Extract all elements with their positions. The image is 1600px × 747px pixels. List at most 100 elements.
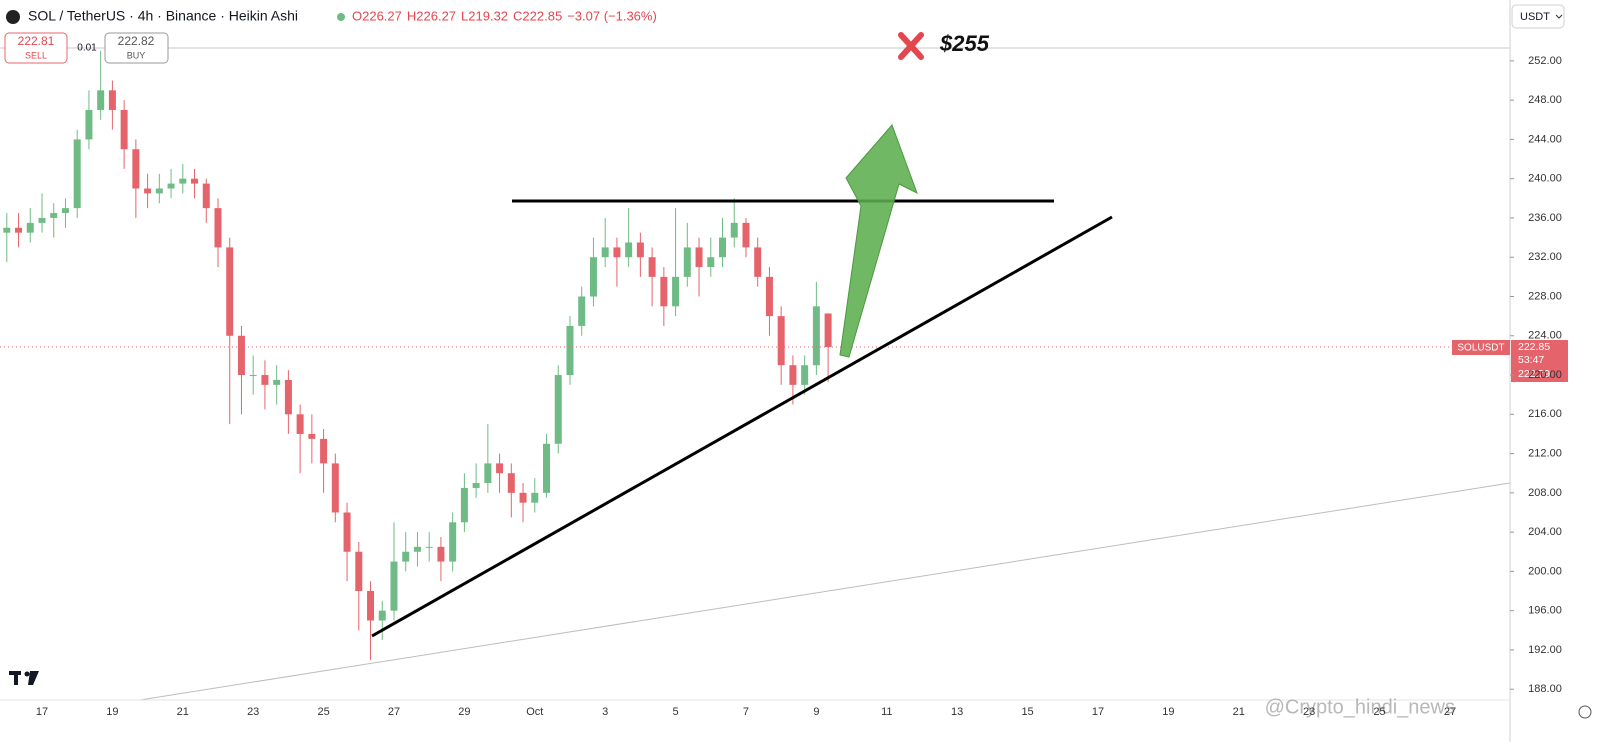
- candle-body: [531, 492, 539, 503]
- candle-body: [167, 183, 175, 189]
- candle-body: [824, 313, 832, 348]
- candle-body: [308, 433, 316, 439]
- x-tick-label: 13: [951, 706, 963, 718]
- candle-body: [355, 551, 363, 592]
- candle-body: [449, 522, 457, 562]
- y-tick-label: 208.00: [1528, 487, 1562, 499]
- x-tick-label: 21: [177, 706, 189, 718]
- candle-body: [589, 257, 597, 297]
- y-tick-label: 240.00: [1528, 173, 1562, 185]
- symbol-tag: [1452, 340, 1510, 355]
- candle-body: [742, 222, 750, 248]
- x-tick-label: 29: [458, 706, 470, 718]
- candle-body: [543, 443, 551, 493]
- candle-body: [331, 463, 339, 513]
- candle-body: [3, 227, 11, 233]
- candle-body: [765, 276, 773, 317]
- candle-body: [801, 365, 809, 385]
- x-tick-label: 23: [247, 706, 259, 718]
- symbol-tag-text: SOLUSDT: [1457, 343, 1504, 354]
- buy-price[interactable]: 222.82: [118, 34, 155, 48]
- y-tick-label: 204.00: [1528, 526, 1562, 538]
- tv-logo: [9, 671, 39, 685]
- candle-body: [26, 222, 34, 233]
- x-tick-label: 25: [1373, 706, 1385, 718]
- candle-body: [73, 139, 81, 209]
- ohlc-value: −3.07 (−1.36%): [567, 8, 657, 23]
- y-tick-label: 200.00: [1528, 565, 1562, 577]
- x-tick-label: 11: [881, 706, 892, 718]
- y-tick-label: 224.00: [1528, 330, 1562, 342]
- candle-body: [484, 463, 492, 484]
- x-tick-label: 3: [602, 706, 608, 718]
- candle-body: [660, 276, 668, 307]
- currency-dropdown[interactable]: [1511, 4, 1565, 29]
- x-tick-label: 25: [317, 706, 329, 718]
- dropdown-caret[interactable]: [1555, 14, 1563, 19]
- candle-body: [507, 473, 515, 493]
- candle-body: [343, 512, 351, 552]
- y-tick-label: 244.00: [1528, 133, 1562, 145]
- candle-body: [15, 227, 23, 233]
- x-tick-label: 27: [1444, 706, 1456, 718]
- candle-body: [97, 90, 105, 110]
- candle-body: [144, 188, 152, 194]
- price-tag-ask: 222.79: [1518, 368, 1550, 380]
- currency[interactable]: USDT: [1520, 11, 1550, 23]
- candle-body: [777, 316, 785, 366]
- candle-body: [812, 306, 820, 366]
- ohlc-value: H226.27: [407, 8, 456, 23]
- sell-price[interactable]: 222.81: [18, 34, 55, 48]
- y-tick-label: 236.00: [1528, 212, 1562, 224]
- candle-body: [672, 276, 680, 307]
- candles: [3, 51, 832, 660]
- arrow: [839, 124, 918, 358]
- candle-body: [296, 414, 304, 434]
- candle-body: [214, 208, 222, 248]
- support-line: [371, 215, 1113, 638]
- candle-body: [284, 379, 292, 415]
- x-tick-label: 7: [743, 706, 749, 718]
- y-tick-label: 220.00: [1528, 369, 1562, 381]
- status-dot: [337, 13, 345, 21]
- candle-body: [636, 242, 644, 258]
- y-tick-label: 216.00: [1528, 408, 1562, 420]
- candle-body: [132, 149, 140, 189]
- candle-body: [108, 90, 116, 110]
- x-tick-label: 27: [388, 706, 400, 718]
- price-tag-price: 222.85: [1518, 341, 1550, 353]
- candle-body: [413, 546, 421, 552]
- x-tick-label: Oct: [526, 706, 543, 718]
- buy-button[interactable]: [104, 32, 169, 64]
- candle-body: [38, 217, 46, 223]
- candle-body: [155, 188, 163, 194]
- x-tick-label: 15: [1021, 706, 1033, 718]
- sell-button[interactable]: [4, 32, 68, 64]
- candle-body: [50, 213, 58, 218]
- candle-body: [519, 492, 527, 503]
- buy-label[interactable]: BUY: [127, 50, 146, 60]
- chart-title: SOL / TetherUS · 4h · Binance · Heikin A…: [28, 8, 298, 24]
- x-tick-label: 17: [36, 706, 48, 718]
- candle-body: [578, 296, 586, 326]
- y-tick-label: 188.00: [1528, 683, 1562, 695]
- candle-body: [730, 222, 738, 238]
- price-tag: [1511, 340, 1568, 382]
- x-tick-label: 5: [673, 706, 679, 718]
- settings-icon[interactable]: [1578, 705, 1592, 719]
- candle-body: [648, 257, 656, 277]
- x-tick-label: 9: [813, 706, 819, 718]
- candle-body: [61, 208, 69, 214]
- candle-body: [179, 178, 187, 184]
- candle-body: [390, 561, 398, 611]
- candle-body: [367, 591, 375, 621]
- candle-body: [566, 325, 574, 376]
- sell-label[interactable]: SELL: [25, 50, 47, 60]
- candle-body: [249, 375, 257, 377]
- ohlc-value: L219.32: [461, 8, 508, 23]
- candle-body: [85, 109, 93, 140]
- candle-body: [707, 257, 715, 268]
- cross-icon: [898, 32, 924, 60]
- x-tick-label: 21: [1233, 706, 1245, 718]
